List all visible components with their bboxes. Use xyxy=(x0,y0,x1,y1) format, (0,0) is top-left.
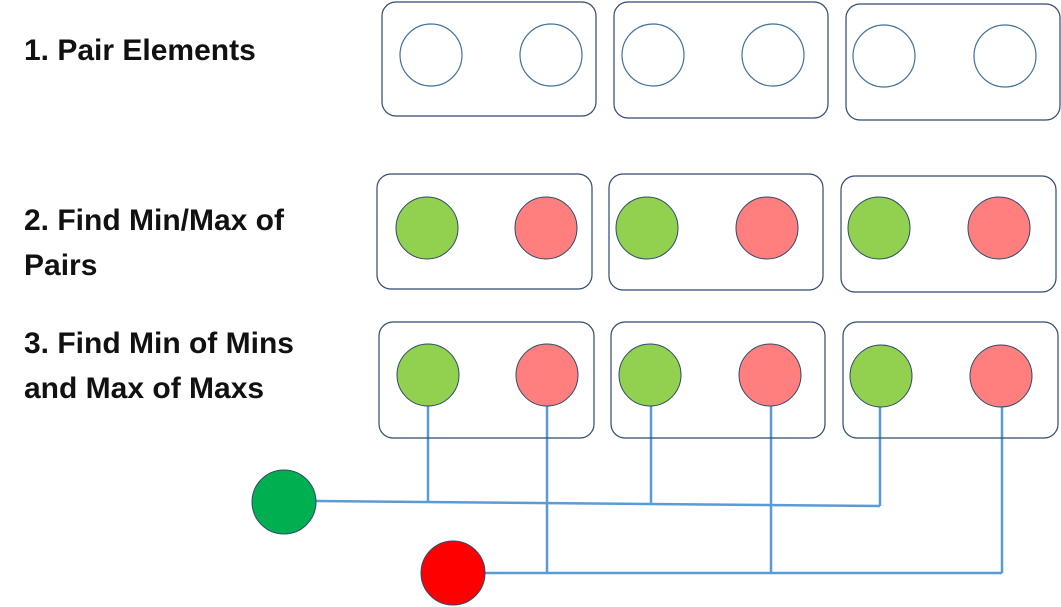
row-3-pair-box-1 xyxy=(378,321,595,439)
row-2-min-3 xyxy=(847,196,911,260)
row-3-pair-box-2 xyxy=(610,321,826,439)
row-1-element-5 xyxy=(852,24,916,88)
min-bus-line xyxy=(316,406,880,506)
connectors xyxy=(315,404,1004,575)
step-1-label-line1: 1. Pair Elements xyxy=(24,34,256,67)
row-3-min-3 xyxy=(849,344,913,408)
row-3-max-1 xyxy=(515,343,579,407)
row-1-element-6 xyxy=(973,24,1037,88)
overall-max-node xyxy=(420,540,486,606)
row-3-pair-box-3 xyxy=(842,321,1059,439)
row-2-pair-box-3 xyxy=(840,175,1057,293)
row-2-max-1 xyxy=(514,196,578,260)
min-link-1 xyxy=(315,499,881,508)
row-1-pair-box-2 xyxy=(613,1,829,119)
step-2-label-line2: Pairs xyxy=(24,249,98,282)
row-3-min-2 xyxy=(618,343,682,407)
row-2-pairs xyxy=(376,173,1057,293)
row-1-pair-box-3 xyxy=(845,3,1061,121)
step-3-label: 3. Find Min of Mins and Max of Maxs xyxy=(24,321,294,411)
row-2-min-2 xyxy=(615,196,679,260)
row-1-element-2 xyxy=(519,23,583,87)
step-2-label-line1: 2. Find Min/Max of xyxy=(24,204,284,237)
row-1-element-1 xyxy=(399,23,463,87)
row-2-max-2 xyxy=(735,196,799,260)
row-1-element-4 xyxy=(741,23,805,87)
row-2-max-3 xyxy=(967,196,1031,260)
row-2-pair-box-1 xyxy=(376,173,593,290)
row-3-pairs xyxy=(378,321,1059,439)
row-2-min-1 xyxy=(395,196,459,260)
row-2-pair-box-2 xyxy=(608,173,824,291)
row-1-pair-box-1 xyxy=(381,1,597,117)
step-2-label: 2. Find Min/Max of Pairs xyxy=(24,198,284,288)
row-1-element-3 xyxy=(621,23,685,87)
row-3-max-3 xyxy=(969,344,1033,408)
step-1-label: 1. Pair Elements xyxy=(24,28,256,73)
row-3-min-1 xyxy=(396,343,460,407)
row-3-max-2 xyxy=(738,343,802,407)
step-3-label-line1: 3. Find Min of Mins xyxy=(24,327,294,360)
step-3-label-line2: and Max of Maxs xyxy=(24,372,265,405)
row-1-pairs xyxy=(381,1,1061,121)
overall-min-node xyxy=(251,469,317,535)
